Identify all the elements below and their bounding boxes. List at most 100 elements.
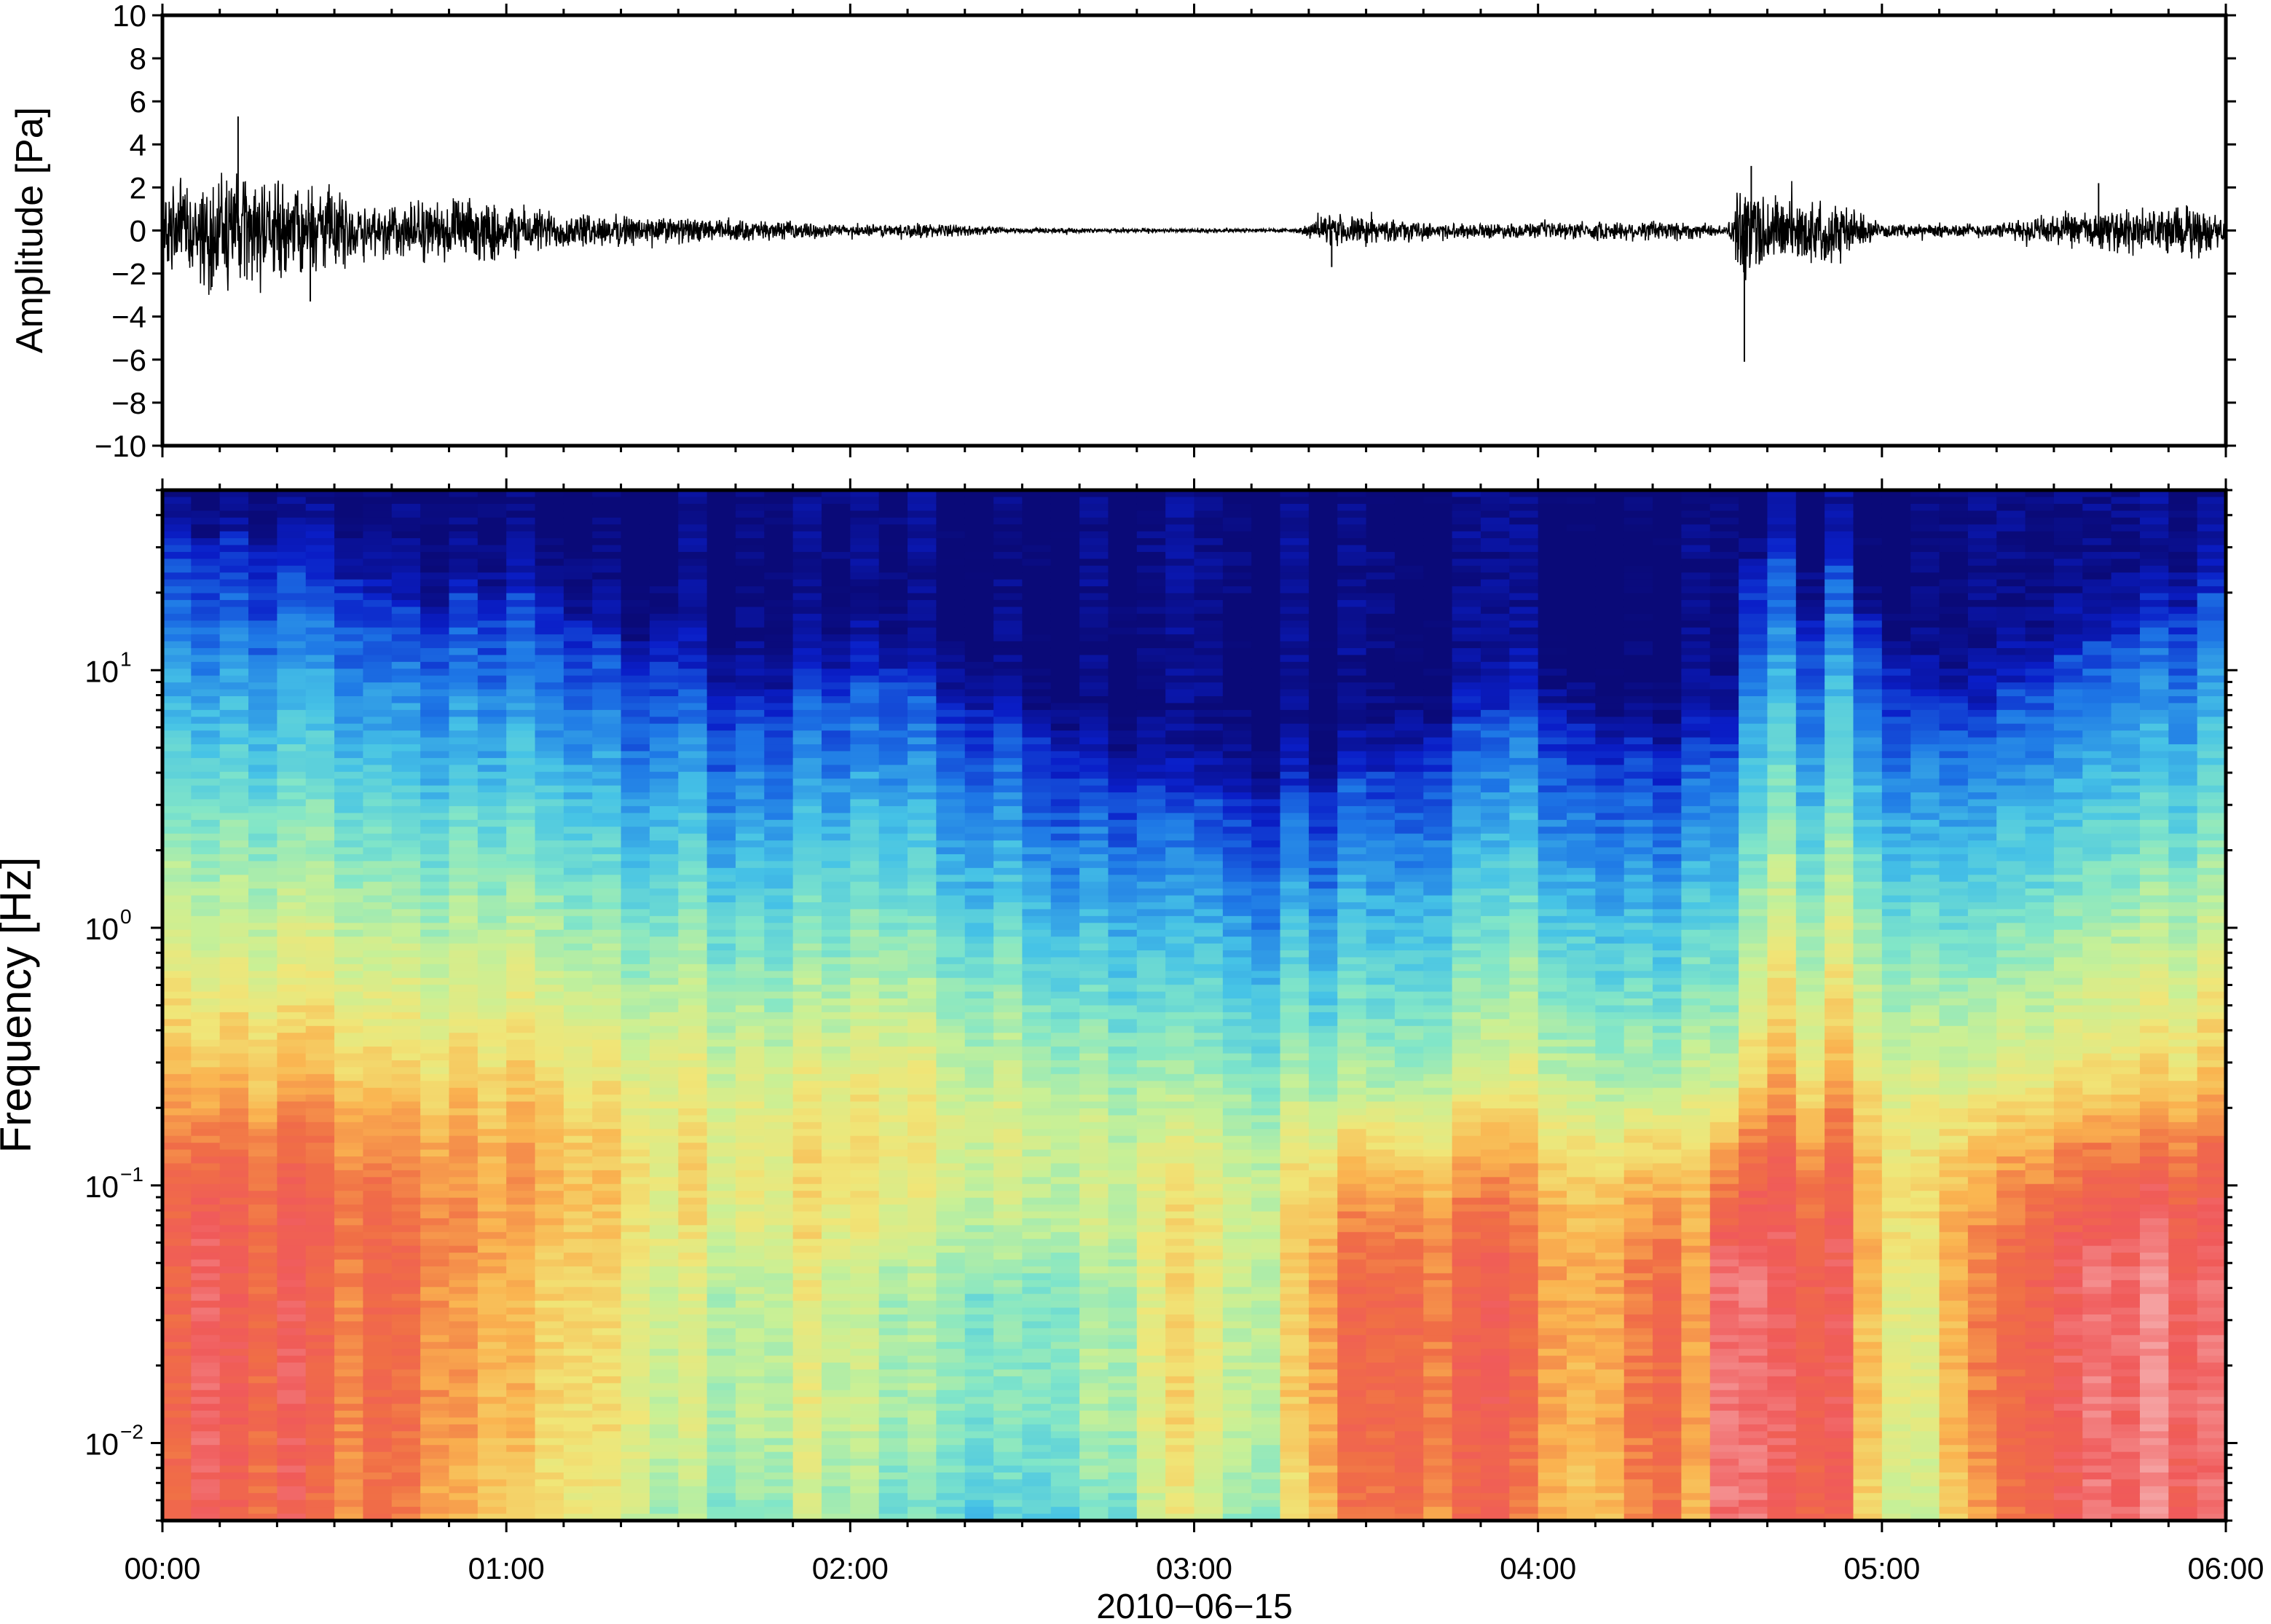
spectrogram-cell <box>248 1507 278 1515</box>
spectrogram-cell <box>363 1170 393 1178</box>
spectrogram-cell <box>993 517 1023 525</box>
spectrogram-cell <box>735 620 765 628</box>
spectrogram-cell <box>735 538 765 546</box>
spectrogram-cell <box>908 1025 937 1034</box>
spectrogram-cell <box>908 1253 937 1261</box>
spectrogram-cell <box>850 1445 880 1453</box>
spectrogram-cell <box>792 1073 822 1082</box>
spectrogram-cell <box>878 1012 908 1020</box>
spectrogram-cell <box>764 1472 794 1481</box>
spectrogram-cell <box>850 1205 880 1213</box>
spectrogram-cell <box>248 1095 278 1103</box>
spectrogram-cell <box>334 565 364 573</box>
spectrogram-cell <box>391 1349 421 1357</box>
spectrogram-cell <box>936 1459 966 1467</box>
spectrogram-cell <box>764 1486 794 1494</box>
spectrogram-cell <box>420 929 450 937</box>
spectrogram-cell <box>1050 923 1080 931</box>
spectrogram-cell <box>506 551 536 560</box>
spectrogram-cell <box>964 682 994 690</box>
spectrogram-cell <box>191 1253 221 1261</box>
spectrogram-cell <box>735 895 765 903</box>
spectrogram-cell <box>191 1438 221 1446</box>
spectrogram-cell <box>821 847 851 855</box>
spectrogram-cell <box>821 709 851 718</box>
spectrogram-cell <box>707 957 736 965</box>
spectrogram-cell <box>821 799 851 807</box>
spectrogram-cell <box>506 1218 536 1226</box>
spectrogram-cell <box>821 675 851 683</box>
spectrogram-cell <box>535 971 564 979</box>
spectrogram-cell <box>850 1493 880 1501</box>
spectrogram-cell <box>678 895 708 903</box>
spectrogram-cell <box>964 950 994 958</box>
spectrogram-cell <box>678 1376 708 1384</box>
spectrogram-cell <box>735 1479 765 1487</box>
spectrogram-cell <box>908 765 937 773</box>
spectrogram-cell <box>993 1355 1023 1363</box>
spectrogram-cell <box>649 1115 680 1123</box>
spectrogram-cell <box>334 1301 364 1309</box>
spectrogram-cell <box>363 613 393 622</box>
spectrogram-cell <box>191 1191 221 1199</box>
spectrogram-cell <box>363 1129 393 1137</box>
spectrogram-cell <box>878 1197 908 1205</box>
spectrogram-cell <box>936 909 966 917</box>
spectrogram-cell <box>707 511 736 519</box>
spectrogram-cell <box>162 1438 192 1446</box>
spectrogram-cell <box>993 655 1023 663</box>
spectrogram-cell <box>506 1486 536 1494</box>
spectrogram-cell <box>621 538 650 546</box>
spectrogram-cell <box>678 1060 708 1068</box>
spectrogram-cell <box>363 977 393 985</box>
spectrogram-cell <box>764 647 794 656</box>
spectrogram-cell <box>248 771 278 779</box>
spectrogram-cell <box>592 1170 622 1178</box>
spectrogram-cell <box>707 861 736 869</box>
spectrogram-cell <box>420 1033 450 1041</box>
spectrogram-cell <box>420 1273 450 1281</box>
spectrogram-cell <box>277 1095 307 1103</box>
spectrogram-cell <box>936 1231 966 1240</box>
spectrogram-cell <box>363 779 393 787</box>
spectrogram-cell <box>334 1046 364 1055</box>
spectrogram-cell <box>649 607 680 615</box>
spectrogram-cell <box>993 593 1023 601</box>
spectrogram-cell <box>477 1211 507 1219</box>
spectrogram-cell <box>993 1087 1023 1095</box>
spectrogram-cell <box>535 1363 564 1371</box>
spectrogram-cell <box>621 1191 650 1199</box>
spectrogram-cell <box>449 689 479 697</box>
spectrogram-cell <box>449 757 479 766</box>
spectrogram-cell <box>277 1129 307 1137</box>
spectrogram-cell <box>334 1060 364 1068</box>
spectrogram-cell <box>649 503 680 512</box>
spectrogram-cell <box>1022 1499 1052 1507</box>
spectrogram-cell <box>878 579 908 587</box>
spectrogram-cell <box>850 1081 880 1089</box>
spectrogram-cell <box>592 497 622 505</box>
spectrogram-cell <box>219 1170 249 1178</box>
spectrogram-cell <box>305 929 335 937</box>
spectrogram-cell <box>477 998 507 1006</box>
spectrogram-cell <box>305 881 335 889</box>
spectrogram-cell <box>735 1025 765 1034</box>
spectrogram-cell <box>792 1060 822 1068</box>
spectrogram-cell <box>334 937 364 945</box>
spectrogram-cell <box>964 1170 994 1178</box>
spectrogram-cell <box>363 1293 393 1301</box>
spectrogram-cell <box>908 572 937 580</box>
spectrogram-cell <box>191 765 221 773</box>
spectrogram-cell <box>191 613 221 622</box>
spectrogram-cell <box>506 1472 536 1481</box>
spectrogram-cell <box>936 1046 966 1055</box>
spectrogram-cell <box>248 1417 278 1425</box>
spectrogram-cell <box>563 1307 594 1315</box>
spectrogram-cell <box>678 1390 708 1398</box>
spectrogram-cell <box>1022 813 1052 821</box>
spectrogram-cell <box>162 1163 192 1171</box>
spectrogram-cell <box>707 1095 736 1103</box>
spectrogram-cell <box>305 1046 335 1055</box>
spectrogram-cell <box>764 1197 794 1205</box>
spectrogram-cell <box>1050 1073 1080 1082</box>
